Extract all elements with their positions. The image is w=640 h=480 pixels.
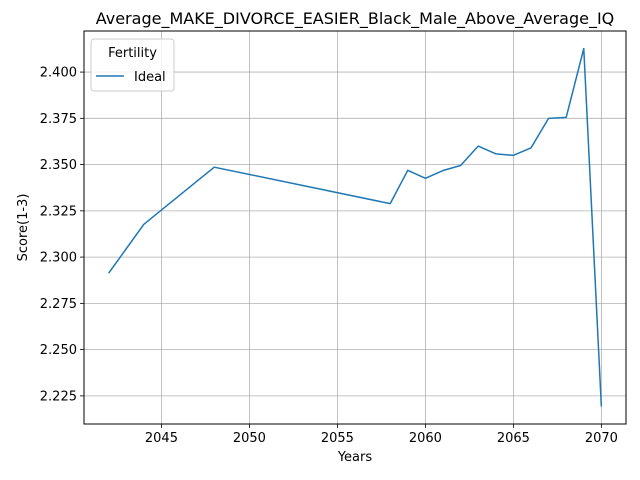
- x-tick-label: 2055: [321, 431, 354, 446]
- legend-label: Ideal: [134, 70, 166, 85]
- chart-title: Average_MAKE_DIVORCE_EASIER_Black_Male_A…: [96, 9, 615, 29]
- x-tick-label: 2045: [145, 431, 178, 446]
- y-tick-label: 2.325: [40, 204, 77, 219]
- y-tick-label: 2.375: [40, 112, 77, 127]
- y-tick-label: 2.250: [40, 343, 77, 358]
- x-axis-title: Years: [337, 450, 373, 465]
- x-tick-label: 2050: [233, 431, 266, 446]
- x-tick-label: 2060: [409, 431, 442, 446]
- legend: Fertility Ideal: [91, 39, 174, 91]
- y-tick-label: 2.400: [40, 66, 77, 81]
- legend-title: Fertility: [108, 46, 157, 61]
- x-tick-label: 2065: [497, 431, 530, 446]
- y-axis-title: Score(1-3): [16, 194, 31, 262]
- y-tick-label: 2.275: [40, 297, 77, 312]
- y-tick-label: 2.300: [40, 251, 77, 266]
- x-tick-label: 2070: [585, 431, 618, 446]
- y-tick-label: 2.225: [40, 389, 77, 404]
- y-tick-label: 2.350: [40, 158, 77, 173]
